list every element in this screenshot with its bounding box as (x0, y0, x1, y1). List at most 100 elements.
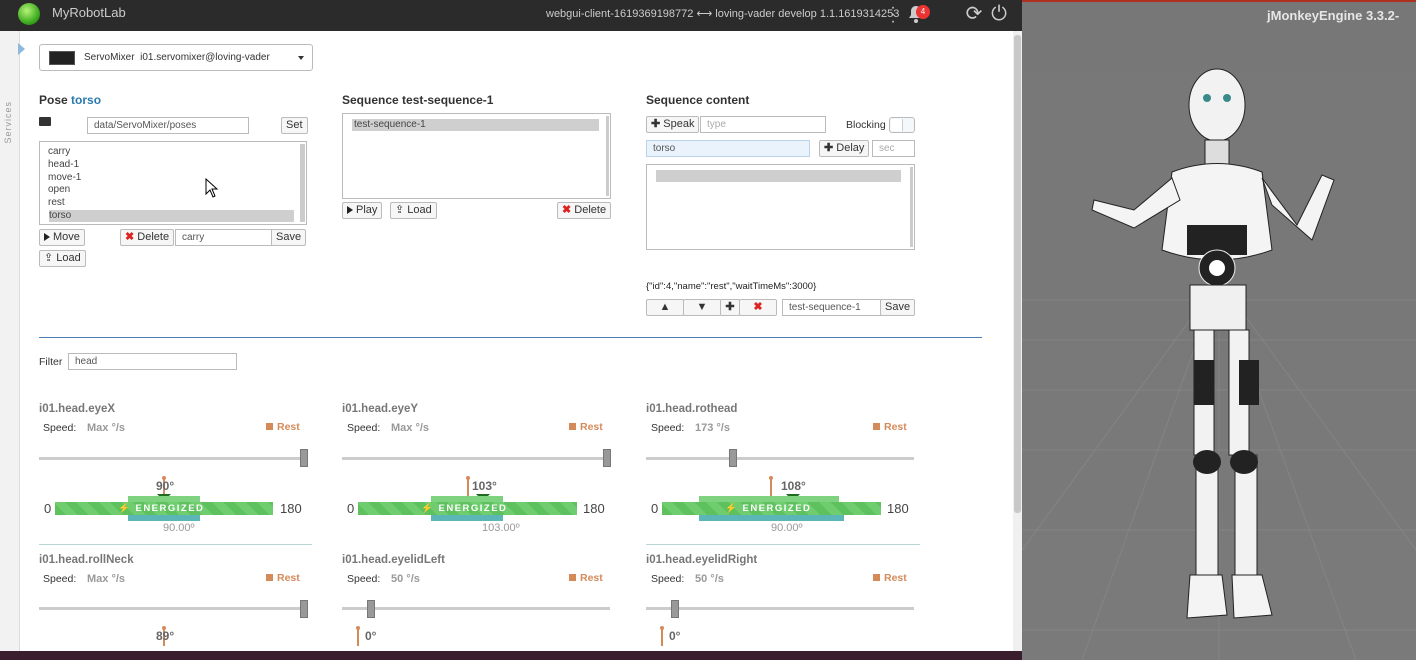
pose-set-button[interactable]: Set (281, 117, 308, 134)
expand-arrow-icon[interactable] (18, 43, 25, 55)
speed-slider-handle[interactable] (603, 449, 611, 467)
speed-slider-handle[interactable] (671, 600, 679, 618)
min-value: 0 (44, 501, 52, 516)
rest-button[interactable]: Rest (873, 421, 907, 433)
remove-step-button[interactable]: ✖ (739, 299, 777, 316)
position-value: 0° (669, 629, 681, 643)
filter-input[interactable]: head (68, 353, 237, 370)
energized-bar[interactable] (662, 502, 881, 515)
pose-list-scrollbar[interactable] (300, 144, 305, 222)
speed-slider-track[interactable] (342, 457, 610, 460)
speed-slider-track[interactable] (39, 607, 307, 610)
pose-item[interactable]: rest (48, 197, 65, 208)
folder-icon[interactable] (39, 117, 51, 126)
sequence-play-button[interactable]: Play (342, 202, 383, 219)
target-value: 103.00º (482, 522, 520, 534)
speed-label: Speed: (43, 422, 77, 434)
speed-slider-track[interactable] (39, 457, 307, 460)
sequence-load-button[interactable]: ⇪ Load (390, 202, 437, 219)
top-bar: MyRobotLab webgui-client-1619369198772 ⟷… (0, 0, 1022, 31)
content-json: {"id":4,"name":"rest","waitTimeMs":3000} (646, 281, 817, 292)
speed-slider-track[interactable] (646, 607, 914, 610)
delete-x-icon: ✖ (753, 301, 763, 313)
pose-item[interactable]: move-1 (48, 172, 82, 183)
bolt-icon: ⚡ (421, 503, 435, 514)
delay-input[interactable]: sec (872, 140, 915, 157)
speak-input[interactable]: type (700, 116, 826, 133)
speed-slider-handle[interactable] (729, 449, 737, 467)
speed-label: Speed: (43, 573, 77, 585)
move-down-button[interactable]: ▼ (683, 299, 721, 316)
sequence-list[interactable]: test-sequence-1 (342, 113, 611, 199)
services-sidebar[interactable]: Services (0, 31, 25, 651)
servo-name: i01.head.eyeX (39, 403, 116, 415)
position-marker (660, 626, 664, 646)
logo-icon[interactable] (18, 3, 40, 25)
pose-select[interactable]: torso (646, 140, 810, 157)
energized-label: ⚡ ENERGIZED (421, 503, 508, 514)
sequence-item-selected[interactable]: test-sequence-1 (352, 119, 599, 131)
service-selector[interactable]: ServoMixer i01.servomixer@loving-vader (39, 44, 313, 71)
pose-delete-button[interactable]: ✖ Delete (120, 229, 175, 246)
pose-move-button[interactable]: Move (39, 229, 85, 246)
speak-button[interactable]: ✚ Speak (646, 116, 700, 133)
sequence-save-button[interactable]: Save (880, 299, 916, 316)
pose-name-input[interactable]: carry (175, 229, 272, 246)
sequence-content-list[interactable] (646, 164, 915, 250)
energized-bar[interactable] (55, 502, 273, 515)
caret-down-icon (298, 56, 304, 60)
position-marker (356, 626, 360, 646)
pose-item[interactable]: carry (48, 146, 71, 157)
move-up-button[interactable]: ▲ (646, 299, 684, 316)
add-step-button[interactable]: ✚ (720, 299, 740, 316)
pose-load-button[interactable]: ⇪ Load (39, 250, 86, 267)
mouse-cursor-icon (205, 178, 219, 198)
position-value: 89° (156, 629, 175, 643)
servo-name: i01.head.eyelidLeft (342, 554, 445, 566)
robot-figure-icon (1091, 68, 1335, 619)
delay-button[interactable]: ✚ Delay (819, 140, 870, 157)
min-value: 0 (651, 501, 659, 516)
jmonkey-viewport[interactable]: jMonkeyEngine 3.3.2- (1022, 0, 1416, 660)
speed-slider-track[interactable] (342, 607, 610, 610)
kebab-icon[interactable]: · · · (890, 0, 896, 30)
sequence-delete-button[interactable]: ✖ Delete (557, 202, 612, 219)
speed-slider-track[interactable] (646, 457, 914, 460)
pose-list[interactable]: carry head-1 move-1 open rest torso (39, 141, 307, 225)
pose-item-selected[interactable]: torso (49, 210, 294, 222)
scrollbar-thumb[interactable] (1014, 35, 1021, 513)
rest-button[interactable]: Rest (569, 421, 603, 433)
play-icon (347, 206, 353, 214)
speed-label: Speed: (651, 422, 685, 434)
speed-value: 50 °/s (391, 573, 420, 585)
pose-path-input[interactable]: data/ServoMixer/poses (87, 117, 249, 134)
content-item-selected[interactable] (656, 170, 901, 182)
sequence-list-scrollbar[interactable] (606, 116, 609, 196)
blocking-label: Blocking (846, 119, 886, 131)
pose-item[interactable]: open (48, 184, 71, 195)
speed-slider-handle[interactable] (367, 600, 375, 618)
service-type: ServoMixer (84, 52, 135, 63)
rest-button[interactable]: Rest (873, 572, 907, 584)
blocking-toggle[interactable] (889, 117, 915, 133)
refresh-icon[interactable]: ⟳ (965, 3, 983, 25)
power-icon[interactable]: ⏻ (991, 3, 1007, 25)
sequence-name-input[interactable]: test-sequence-1 (782, 299, 882, 316)
pose-heading: Pose torso (39, 93, 102, 107)
energized-bar[interactable] (358, 502, 577, 515)
page-scrollbar[interactable] (1013, 31, 1022, 651)
app-name[interactable]: MyRobotLab (52, 5, 126, 20)
speed-value: Max °/s (87, 422, 126, 434)
speed-slider-handle[interactable] (300, 449, 308, 467)
jmonkey-title: jMonkeyEngine 3.3.2- (1267, 8, 1400, 23)
rest-button[interactable]: Rest (266, 421, 300, 433)
plus-icon: ✚ (651, 118, 661, 130)
speed-slider-handle[interactable] (300, 600, 308, 618)
pose-item[interactable]: head-1 (48, 159, 80, 170)
position-value: 108° (781, 479, 806, 493)
pose-save-button[interactable]: Save (271, 229, 307, 246)
content-list-scrollbar[interactable] (910, 167, 913, 247)
rest-button[interactable]: Rest (569, 572, 603, 584)
speed-value: Max °/s (87, 573, 126, 585)
rest-button[interactable]: Rest (266, 572, 300, 584)
